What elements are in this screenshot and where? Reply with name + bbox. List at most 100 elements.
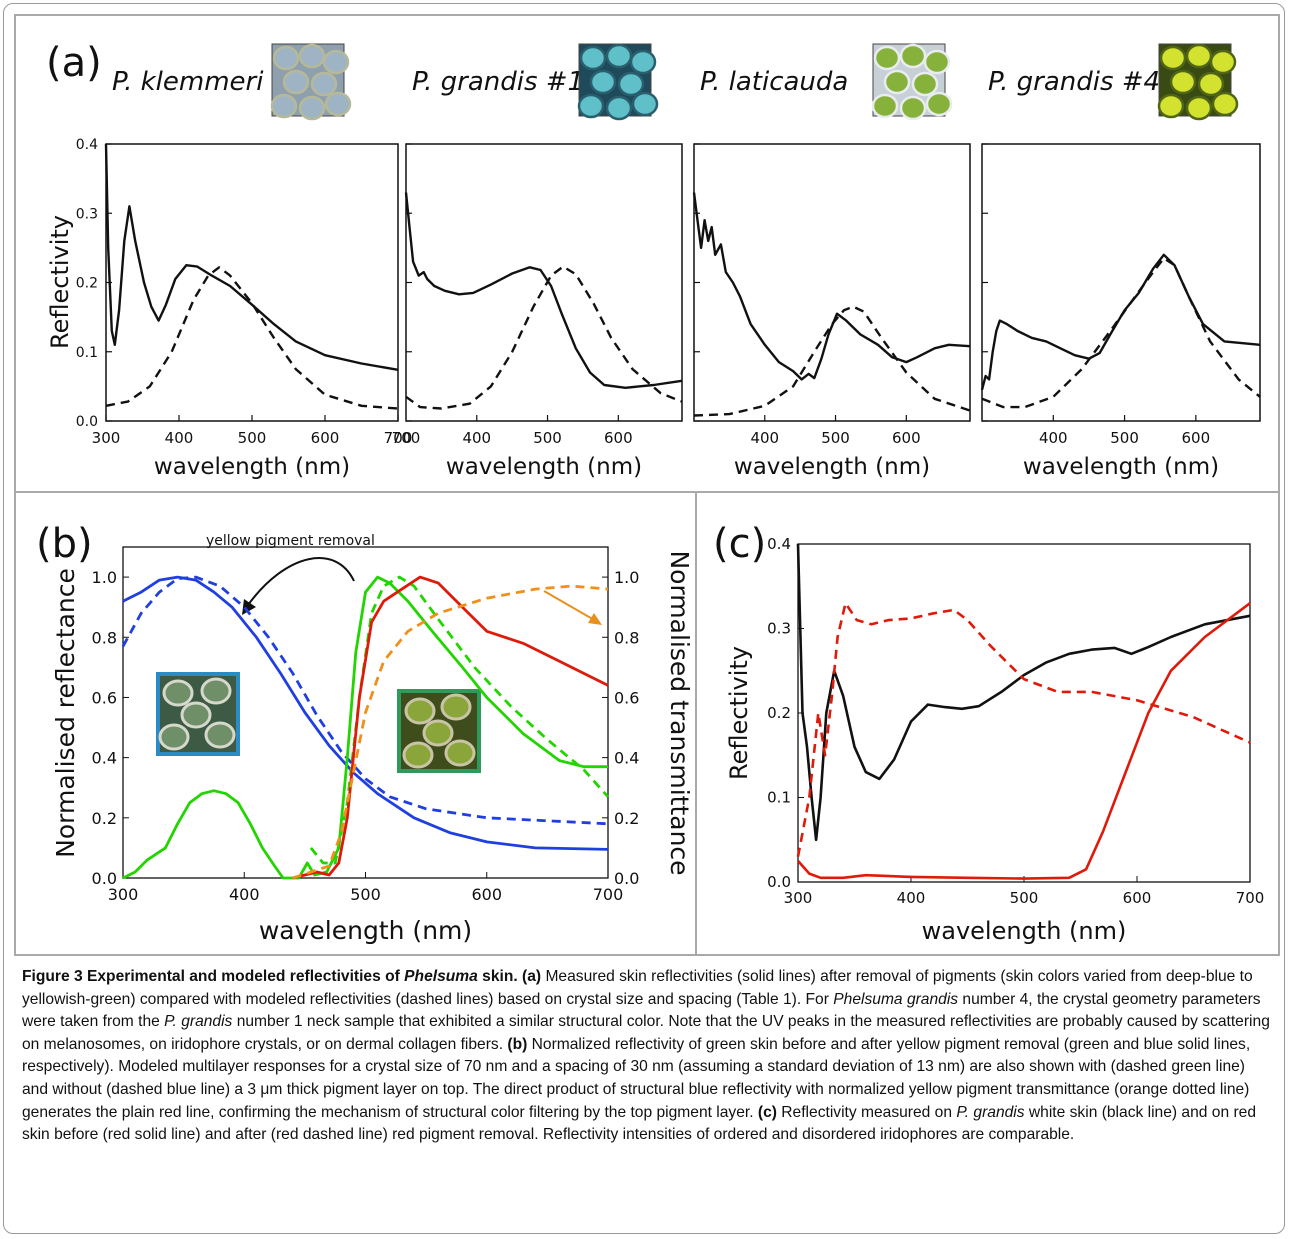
x-tick-label: 500 bbox=[350, 885, 381, 904]
panel-a: (a) P. klemmeri 0.0 0.1 0.2 0.3 0.4 300 400 500 60… bbox=[14, 14, 1280, 493]
swatch-cell bbox=[873, 45, 901, 71]
y-tick-label: 0.4 bbox=[76, 137, 98, 153]
x-tick-label: 600 bbox=[1182, 429, 1211, 447]
x-tick-label: 300 bbox=[92, 429, 121, 447]
x-tick-label: 700 bbox=[384, 429, 413, 447]
caption-a-label: (a) bbox=[522, 968, 542, 985]
series-line-0-solid bbox=[980, 253, 1261, 391]
swatch-cell bbox=[579, 45, 607, 71]
swatch-cell bbox=[298, 95, 326, 121]
panel-a-label: (a) bbox=[46, 40, 102, 86]
orange-arrow bbox=[543, 590, 597, 622]
y-tick-label: 0.4 bbox=[767, 535, 791, 553]
swatch-cell bbox=[631, 91, 659, 117]
species-title-2: P. laticauda bbox=[700, 67, 848, 97]
y-axis-label: Reflectivity bbox=[46, 215, 74, 349]
x-axis-label-2: wavelength (nm) bbox=[734, 454, 930, 480]
y-tick-label-left: 0.4 bbox=[92, 749, 117, 768]
caption-a-text3: number 1 neck sample that exhibited a si… bbox=[22, 1013, 1270, 1053]
species-swatch-1 bbox=[577, 43, 659, 121]
y-tick-label-right: 0.4 bbox=[614, 749, 639, 768]
swatch-cell bbox=[1159, 45, 1187, 71]
series-line-1-dashed bbox=[693, 305, 971, 417]
figure-frame bbox=[3, 3, 1285, 1234]
caption-a-text: Measured skin reflectivities (solid line… bbox=[22, 968, 1253, 1008]
species-swatch-2 bbox=[871, 43, 953, 121]
swatch-cell bbox=[270, 93, 298, 119]
inset-cell bbox=[200, 677, 232, 705]
swatch-cell bbox=[871, 93, 899, 119]
y-tick-label: 0.0 bbox=[767, 873, 791, 891]
panel-b-plot: (b) 0.0 0.0 0.2 0.2 0.4 0.4 0.6 0.6 0.8 0.8 1.0 1.0 3… bbox=[36, 521, 694, 945]
x-tick-label: 300 bbox=[108, 885, 139, 904]
swatch-cell bbox=[1211, 91, 1239, 117]
x-tick-label: 600 bbox=[604, 429, 633, 447]
caption-title: Figure 3 Experimental and modeled reflec… bbox=[22, 968, 405, 985]
panel-a-plots: (a) P. klemmeri 0.0 0.1 0.2 0.3 0.4 300 400 500 60… bbox=[46, 40, 1261, 480]
caption-a-italic2: P. grandis bbox=[164, 1013, 233, 1031]
x-tick-label: 600 bbox=[311, 429, 340, 447]
species-swatch-0 bbox=[270, 43, 352, 121]
series-line-0-solid bbox=[404, 192, 683, 389]
plot-frame-1 bbox=[405, 143, 683, 422]
x-axis-label: wavelength (nm) bbox=[922, 917, 1127, 945]
y-tick-label: 0.1 bbox=[76, 345, 98, 361]
inset-cell bbox=[444, 739, 476, 767]
inset-cell bbox=[422, 719, 454, 747]
swatch-cell bbox=[883, 69, 911, 95]
x-tick-label: 600 bbox=[892, 429, 921, 447]
caption-c-text2: white skin (black line) and on red skin … bbox=[22, 1103, 1256, 1144]
swatch-cell bbox=[324, 91, 352, 117]
swatch-cell bbox=[923, 49, 951, 75]
swatch-cell bbox=[605, 95, 633, 121]
series-line-1-dashed bbox=[981, 257, 1261, 409]
swatch-cell bbox=[1185, 43, 1213, 69]
inset-cell bbox=[204, 721, 236, 749]
y-tick-label: 0.3 bbox=[76, 206, 98, 222]
swatch-cell bbox=[925, 91, 953, 117]
swatch-cell bbox=[1185, 95, 1213, 121]
swatch-cell bbox=[899, 95, 927, 121]
y-axis-label-right: Normalised transmittance bbox=[665, 550, 694, 875]
annotation-arrow bbox=[247, 557, 355, 606]
swatch-cell bbox=[589, 69, 617, 95]
caption-c-text: Reflectivity measured on bbox=[776, 1103, 957, 1121]
species-title-0: P. klemmeri bbox=[112, 67, 264, 97]
x-tick-label: 600 bbox=[471, 885, 502, 904]
swatch-cell bbox=[322, 49, 350, 75]
series-line-0-solid bbox=[122, 575, 609, 851]
series-line-3-dashed bbox=[309, 575, 610, 865]
y-tick-label: 0.2 bbox=[767, 704, 791, 722]
caption-c-italic: P. grandis bbox=[956, 1103, 1025, 1121]
x-tick-label: 500 bbox=[821, 429, 850, 447]
y-tick-label: 0.1 bbox=[767, 789, 791, 807]
y-tick-label-right: 0.0 bbox=[614, 869, 639, 888]
x-axis-label: wavelength (nm) bbox=[259, 916, 472, 945]
x-tick-label: 400 bbox=[165, 429, 194, 447]
green-skin-inset bbox=[397, 689, 481, 773]
species-swatch-3 bbox=[1157, 43, 1239, 121]
orange-arrowhead bbox=[588, 613, 602, 625]
swatch-cell bbox=[282, 69, 310, 95]
x-tick-label: 700 bbox=[1236, 889, 1265, 907]
y-tick-label-right: 0.8 bbox=[614, 628, 639, 647]
panel-c: (c) 0.0 0.1 0.2 0.3 0.4 300 400 500 600 700 wavelen… bbox=[695, 491, 1280, 956]
annotation-text: yellow pigment removal bbox=[206, 533, 375, 549]
caption-title-end: skin. bbox=[477, 968, 518, 985]
y-tick-label: 0.3 bbox=[767, 620, 791, 638]
swatch-cell bbox=[899, 43, 927, 69]
caption-b-label: (b) bbox=[507, 1035, 528, 1053]
series-line-1-dashed bbox=[405, 265, 683, 410]
series-line-0-solid bbox=[692, 192, 971, 381]
swatch-cell bbox=[605, 43, 633, 69]
inset-cell bbox=[402, 741, 434, 769]
swatch-cell bbox=[617, 71, 645, 97]
y-tick-label-left: 0.6 bbox=[92, 688, 117, 707]
figure-caption: Figure 3 Experimental and modeled reflec… bbox=[22, 966, 1272, 1147]
caption-title-genus: Phelsuma bbox=[404, 968, 478, 985]
x-axis-label-1: wavelength (nm) bbox=[446, 454, 642, 480]
inset-cell bbox=[404, 697, 436, 725]
y-tick-label-left: 0.2 bbox=[92, 809, 117, 828]
swatch-cell bbox=[1169, 69, 1197, 95]
inset-cell bbox=[158, 723, 190, 751]
